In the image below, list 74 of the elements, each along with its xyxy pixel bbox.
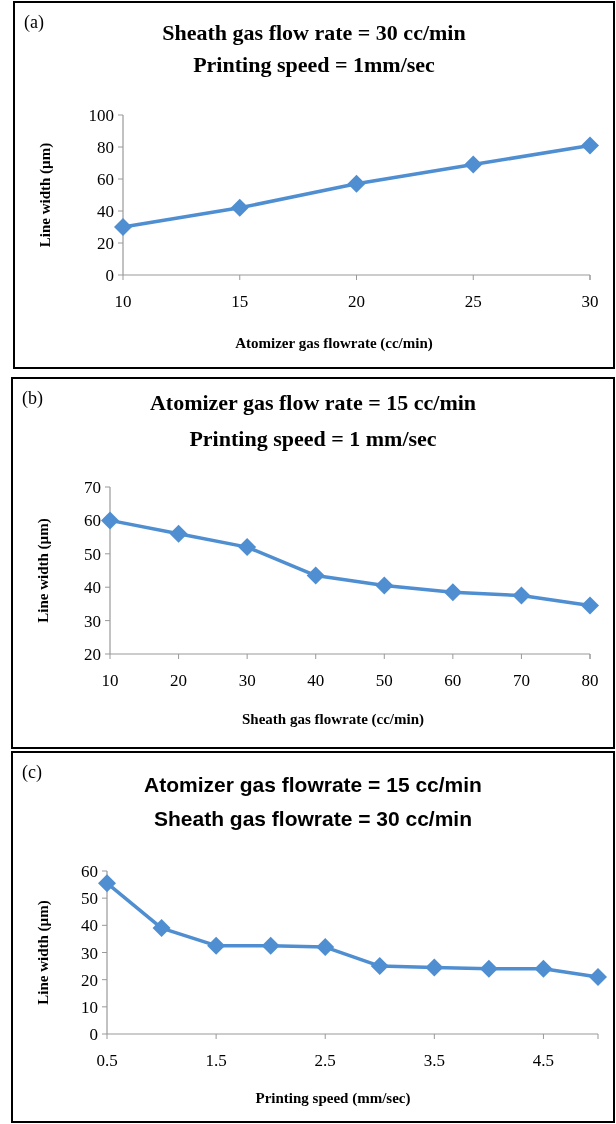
y-tick-label: 60 xyxy=(84,511,101,531)
x-axis-title: Atomizer gas flowrate (cc/min) xyxy=(235,335,433,352)
point xyxy=(316,938,335,957)
point xyxy=(347,174,366,193)
y-tick-label: 30 xyxy=(84,611,101,631)
point xyxy=(425,958,444,977)
y-tick-label: 20 xyxy=(97,234,114,253)
point xyxy=(581,136,599,155)
point xyxy=(114,218,132,236)
point xyxy=(238,538,257,557)
chart-subtitle: Printing speed = 1mm/sec xyxy=(193,52,436,77)
point xyxy=(169,524,188,543)
x-tick-label: 0.5 xyxy=(96,1051,118,1070)
chart-title: Atomizer gas flowrate = 15 cc/min xyxy=(144,773,482,796)
point xyxy=(101,511,119,530)
x-tick-label: 50 xyxy=(375,671,393,690)
point xyxy=(230,198,249,217)
point xyxy=(464,155,483,174)
x-tick-label: 4.5 xyxy=(532,1051,555,1070)
x-tick-label: 30 xyxy=(581,292,599,311)
text: (a) xyxy=(24,12,44,33)
x-tick-label: 80 xyxy=(581,671,599,690)
x-tick-label: 70 xyxy=(512,671,530,690)
point xyxy=(207,936,226,955)
chart-subtitle: Printing speed = 1 mm/sec xyxy=(189,426,437,451)
x-tick-label: 15 xyxy=(231,292,249,311)
chart-subtitle: Sheath gas flowrate = 30 cc/min xyxy=(153,807,473,830)
y-tick-label: 50 xyxy=(84,544,101,564)
y-tick-label: 50 xyxy=(81,889,98,909)
point xyxy=(443,583,462,602)
point xyxy=(375,576,394,595)
y-axis-title: Line width (µm) xyxy=(35,518,52,623)
point xyxy=(306,566,325,585)
y-tick-label: 60 xyxy=(81,862,98,881)
point xyxy=(370,957,389,976)
x-axis-title: Printing speed (mm/sec) xyxy=(255,1090,411,1107)
point xyxy=(152,919,171,938)
chart-title: Atomizer gas flow rate = 15 cc/min xyxy=(149,390,477,415)
y-tick-label: 20 xyxy=(81,970,98,990)
y-tick-label: 80 xyxy=(97,138,114,157)
x-tick-label: 2.5 xyxy=(314,1051,336,1070)
y-tick-label: 10 xyxy=(81,997,98,1017)
x-tick-label: 10 xyxy=(114,292,132,311)
y-tick-label: 40 xyxy=(81,916,98,936)
y-tick-label: 0 xyxy=(89,1025,98,1044)
y-tick-label: 40 xyxy=(84,578,101,598)
x-tick-label: 20 xyxy=(170,671,188,690)
y-tick-label: 100 xyxy=(88,106,114,125)
y-tick-label: 60 xyxy=(97,170,114,189)
x-tick-label: 25 xyxy=(464,292,482,311)
point xyxy=(589,967,607,986)
point xyxy=(534,959,553,978)
y-tick-label: 0 xyxy=(105,266,114,285)
y-tick-label: 20 xyxy=(84,645,101,664)
y-tick-label: 30 xyxy=(81,943,98,963)
x-tick-label: 20 xyxy=(348,292,365,311)
point xyxy=(479,959,498,978)
point xyxy=(581,596,599,615)
chart-title: Sheath gas flow rate = 30 cc/min xyxy=(162,20,466,45)
point xyxy=(98,874,116,893)
y-axis-title: Line width (µm) xyxy=(37,142,54,248)
text: (b) xyxy=(22,388,43,409)
text: (c) xyxy=(22,762,42,783)
point xyxy=(512,586,531,605)
x-tick-label: 30 xyxy=(238,671,256,690)
x-tick-label: 1.5 xyxy=(205,1051,227,1070)
x-tick-label: 60 xyxy=(444,671,462,690)
x-axis-title: Sheath gas flowrate (cc/min) xyxy=(241,711,425,728)
y-tick-label: 70 xyxy=(84,478,101,497)
x-tick-label: 40 xyxy=(307,671,325,690)
point xyxy=(261,936,280,955)
x-tick-label: 3.5 xyxy=(423,1051,445,1070)
y-axis-title: Line width (µm) xyxy=(35,900,52,1005)
y-tick-label: 40 xyxy=(97,202,114,221)
